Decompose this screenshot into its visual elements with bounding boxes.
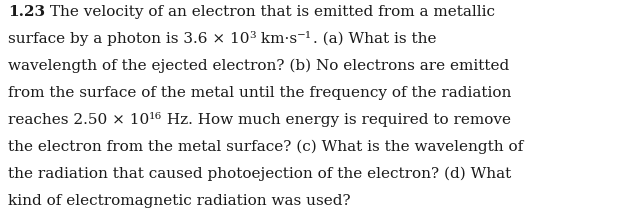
Text: km·s: km·s xyxy=(256,32,297,46)
Text: 1.23: 1.23 xyxy=(8,5,45,19)
Text: wavelength of the ejected electron? (b) No electrons are emitted: wavelength of the ejected electron? (b) … xyxy=(8,59,509,73)
Text: −1: −1 xyxy=(297,31,313,40)
Text: kind of electromagnetic radiation was used?: kind of electromagnetic radiation was us… xyxy=(8,194,351,208)
Text: . (a) What is the: . (a) What is the xyxy=(313,32,436,46)
Text: reaches 2.50 × 10: reaches 2.50 × 10 xyxy=(8,113,149,127)
Text: 16: 16 xyxy=(149,112,162,121)
Text: surface by a photon is 3.6 × 10: surface by a photon is 3.6 × 10 xyxy=(8,32,249,46)
Text: the radiation that caused photoejection of the electron? (d) What: the radiation that caused photoejection … xyxy=(8,167,511,181)
Text: from the surface of the metal until the frequency of the radiation: from the surface of the metal until the … xyxy=(8,86,511,100)
Text: the electron from the metal surface? (c) What is the wavelength of: the electron from the metal surface? (c)… xyxy=(8,140,523,154)
Text: Hz. How much energy is required to remove: Hz. How much energy is required to remov… xyxy=(162,113,511,127)
Text: The velocity of an electron that is emitted from a metallic: The velocity of an electron that is emit… xyxy=(45,5,495,19)
Text: 3: 3 xyxy=(249,31,256,40)
